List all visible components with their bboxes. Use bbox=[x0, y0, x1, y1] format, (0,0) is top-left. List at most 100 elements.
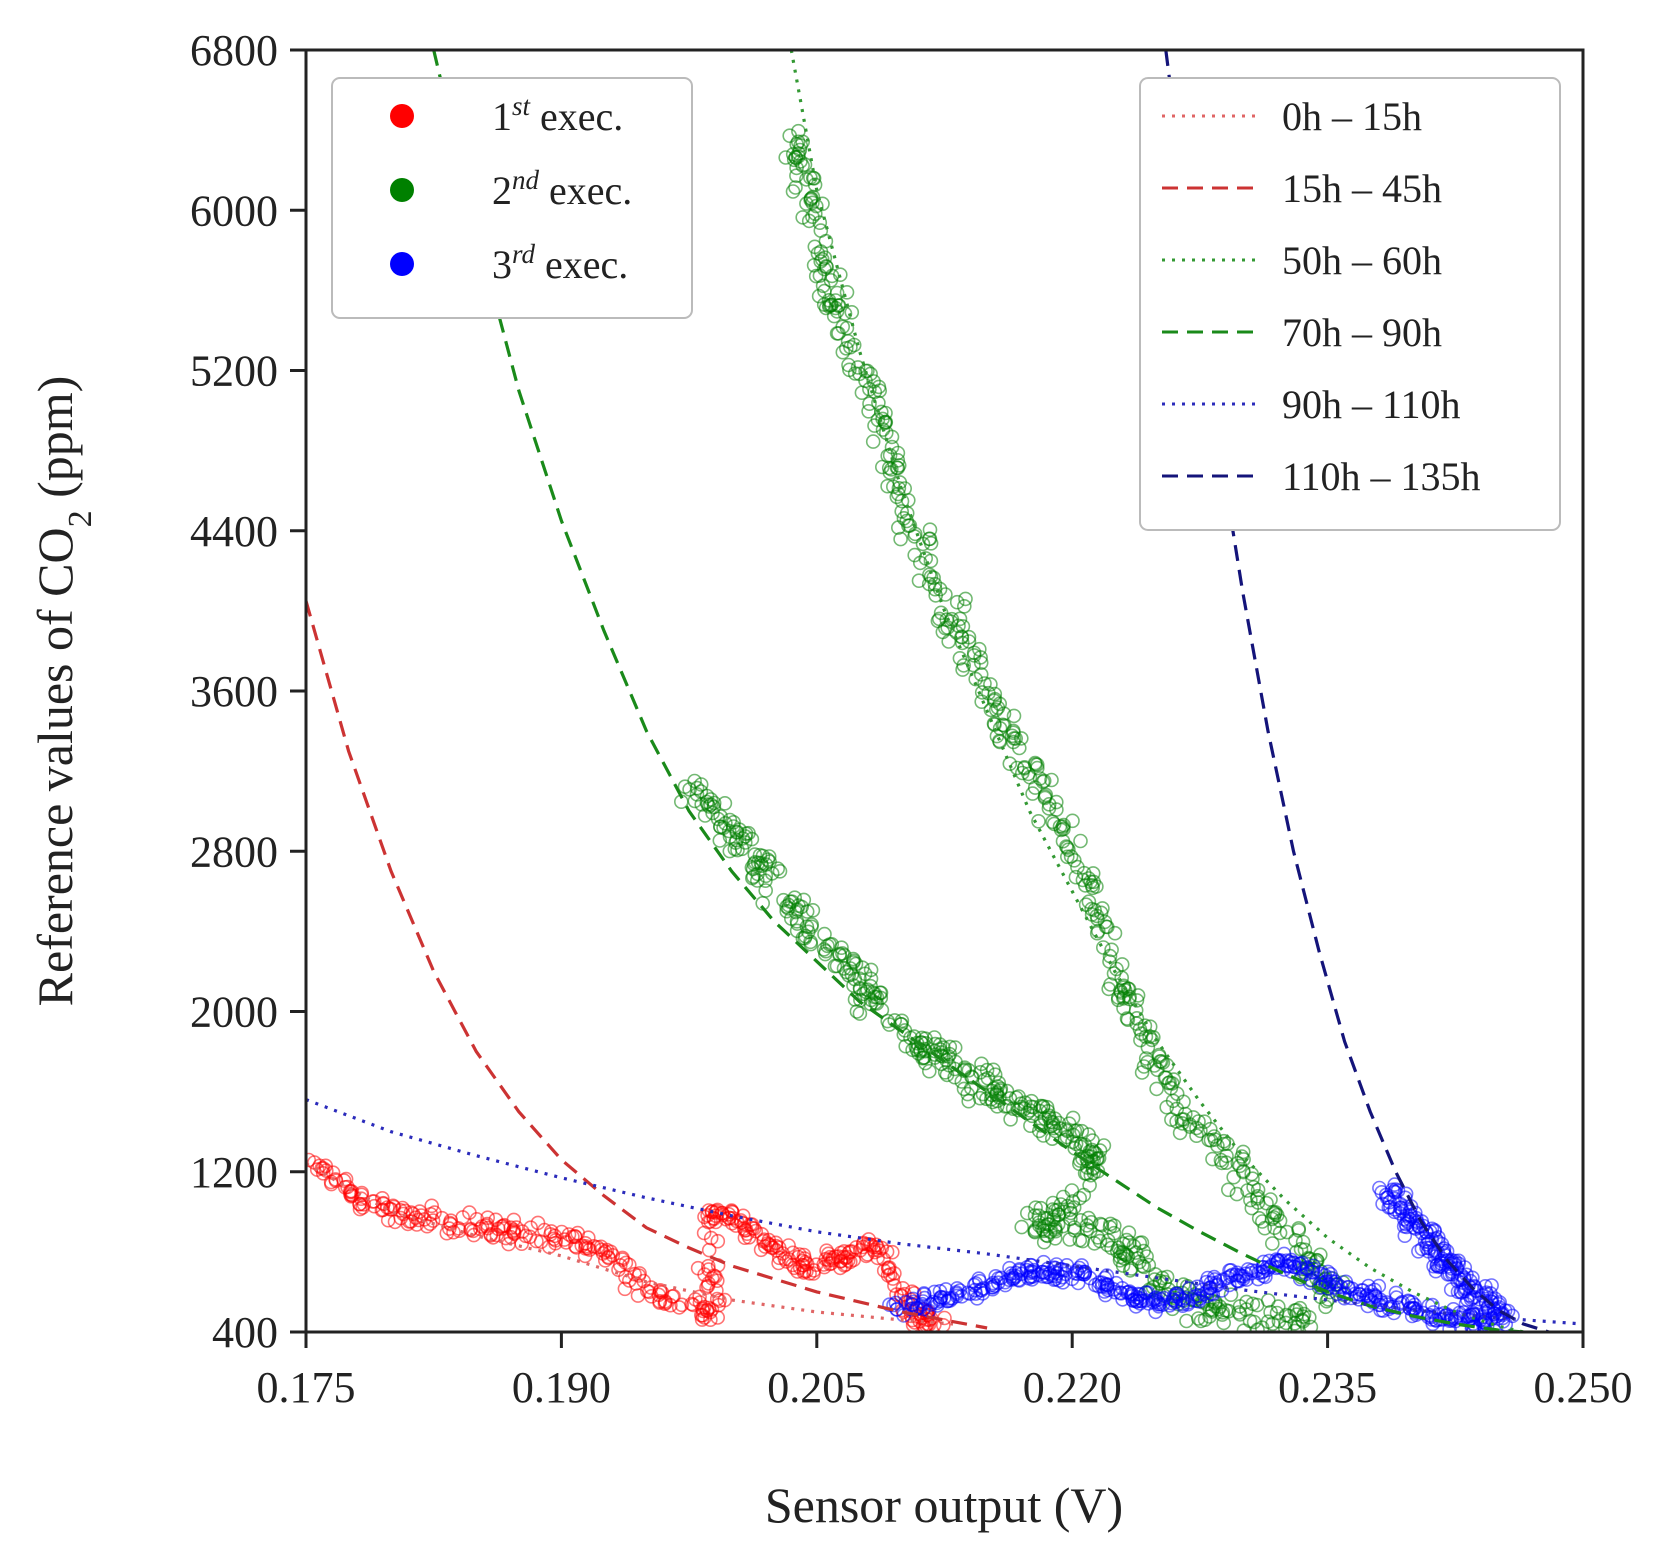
y-tick-label: 400 bbox=[212, 1308, 278, 1357]
point-2nd-exec bbox=[987, 691, 1003, 707]
point-1st-exec bbox=[489, 1227, 505, 1243]
legend-marker-exec-3 bbox=[390, 252, 414, 276]
point-2nd-exec-low-branch bbox=[1245, 1296, 1261, 1312]
point-3rd-exec bbox=[912, 1300, 928, 1315]
point-1st-exec bbox=[889, 1287, 904, 1302]
point-2nd-exec-low-branch bbox=[1067, 1123, 1083, 1139]
point-3rd-exec-cluster bbox=[1440, 1253, 1455, 1268]
point-3rd-exec bbox=[1363, 1284, 1379, 1299]
point-1st-exec bbox=[309, 1162, 325, 1177]
point-3rd-exec bbox=[968, 1276, 984, 1291]
legend-label-exec-3: 3rd exec. bbox=[492, 239, 628, 287]
point-1st-exec bbox=[700, 1208, 715, 1223]
point-2nd-exec bbox=[1075, 872, 1091, 888]
point-2nd-exec bbox=[1073, 833, 1088, 849]
point-3rd-exec-cluster bbox=[1493, 1328, 1506, 1332]
point-2nd-exec-low-branch bbox=[1037, 1210, 1052, 1226]
point-2nd-exec bbox=[793, 138, 809, 153]
point-2nd-exec bbox=[829, 304, 845, 319]
point-2nd-exec-low-branch bbox=[705, 805, 720, 821]
point-2nd-exec bbox=[1046, 816, 1062, 832]
point-1st-exec bbox=[557, 1232, 572, 1247]
point-2nd-exec-low-branch bbox=[758, 883, 774, 898]
point-2nd-exec-low-branch bbox=[1090, 1230, 1106, 1245]
point-2nd-exec bbox=[956, 598, 972, 614]
point-2nd-exec-low-branch bbox=[1115, 1258, 1131, 1273]
point-2nd-exec bbox=[835, 344, 851, 360]
point-2nd-exec-low-branch bbox=[1045, 1195, 1061, 1211]
point-2nd-exec bbox=[799, 196, 814, 211]
point-2nd-exec bbox=[893, 531, 908, 547]
point-3rd-exec bbox=[1444, 1311, 1459, 1327]
point-2nd-exec-low-branch bbox=[713, 809, 728, 824]
point-2nd-exec-low-branch bbox=[1063, 1211, 1078, 1227]
point-3rd-exec-cluster bbox=[1375, 1196, 1390, 1212]
legend-marker-exec-1 bbox=[390, 104, 414, 128]
point-3rd-exec bbox=[933, 1290, 949, 1305]
point-2nd-exec bbox=[1214, 1155, 1230, 1171]
point-2nd-exec-low-branch bbox=[873, 985, 889, 1001]
point-1st-exec bbox=[876, 1263, 892, 1278]
point-1st-exec bbox=[514, 1236, 530, 1251]
point-2nd-exec bbox=[1006, 731, 1022, 746]
point-2nd-exec-low-branch bbox=[834, 940, 849, 956]
point-2nd-exec-low-branch bbox=[728, 835, 743, 850]
point-2nd-exec bbox=[1172, 1125, 1188, 1141]
point-1st-exec bbox=[694, 1312, 710, 1327]
point-2nd-exec-low-branch bbox=[1180, 1278, 1195, 1294]
point-2nd-exec bbox=[952, 650, 968, 666]
point-2nd-exec-low-branch bbox=[789, 913, 805, 929]
point-2nd-exec bbox=[923, 553, 939, 569]
point-1st-exec bbox=[318, 1163, 334, 1178]
point-1st-exec bbox=[630, 1288, 646, 1303]
point-2nd-exec-low-branch bbox=[845, 951, 861, 967]
fit-line-0h-15h bbox=[306, 1162, 954, 1326]
point-2nd-exec bbox=[790, 134, 806, 150]
point-2nd-exec-low-branch bbox=[984, 1087, 999, 1102]
point-2nd-exec bbox=[1264, 1211, 1280, 1227]
point-2nd-exec-low-branch bbox=[1092, 1143, 1108, 1158]
point-1st-exec bbox=[897, 1286, 912, 1302]
point-2nd-exec-low-branch bbox=[712, 833, 728, 848]
point-2nd-exec bbox=[829, 285, 845, 301]
point-3rd-exec bbox=[1202, 1280, 1217, 1296]
point-2nd-exec-low-branch bbox=[804, 917, 820, 932]
y-axis: 400 1200 2000 2800 3600 4400 5200 6000 6800 bbox=[190, 26, 306, 1357]
point-3rd-exec bbox=[916, 1286, 932, 1301]
point-3rd-exec bbox=[1284, 1252, 1299, 1268]
point-2nd-exec-low-branch bbox=[1003, 1112, 1018, 1127]
point-3rd-exec bbox=[1145, 1292, 1161, 1308]
y-tick-label: 2800 bbox=[190, 827, 278, 876]
point-2nd-exec-low-branch bbox=[1100, 1237, 1115, 1253]
point-3rd-exec-cluster bbox=[1419, 1237, 1435, 1252]
point-2nd-exec-low-branch bbox=[880, 1013, 896, 1029]
point-1st-exec bbox=[769, 1243, 784, 1258]
point-2nd-exec bbox=[1029, 757, 1045, 773]
point-2nd-exec bbox=[1279, 1224, 1295, 1240]
legend-label-exec-1: 1st exec. bbox=[492, 91, 623, 139]
point-2nd-exec-low-branch bbox=[927, 1043, 942, 1059]
point-2nd-exec-low-branch bbox=[1046, 1120, 1062, 1136]
point-2nd-exec bbox=[1149, 1081, 1164, 1097]
point-1st-exec bbox=[855, 1239, 871, 1255]
point-3rd-exec bbox=[991, 1271, 1006, 1286]
point-1st-exec bbox=[674, 1297, 690, 1313]
point-2nd-exec bbox=[817, 250, 833, 266]
point-2nd-exec bbox=[1084, 907, 1100, 922]
point-2nd-exec bbox=[1245, 1171, 1260, 1186]
point-2nd-exec-low-branch bbox=[965, 1070, 980, 1085]
point-2nd-exec bbox=[1065, 813, 1080, 829]
point-3rd-exec-cluster bbox=[1467, 1278, 1482, 1294]
point-1st-exec bbox=[480, 1220, 496, 1236]
point-2nd-exec bbox=[828, 293, 843, 308]
point-2nd-exec bbox=[778, 150, 794, 165]
point-2nd-exec bbox=[1059, 840, 1075, 855]
point-3rd-exec-cluster bbox=[1426, 1258, 1441, 1274]
point-2nd-exec-low-branch bbox=[803, 936, 819, 952]
y-tick-label: 2000 bbox=[190, 988, 278, 1037]
point-2nd-exec-low-branch bbox=[1022, 1103, 1038, 1118]
point-2nd-exec bbox=[1114, 957, 1130, 972]
point-2nd-exec bbox=[841, 357, 856, 373]
point-2nd-exec bbox=[1197, 1114, 1212, 1129]
point-1st-exec bbox=[806, 1266, 821, 1281]
